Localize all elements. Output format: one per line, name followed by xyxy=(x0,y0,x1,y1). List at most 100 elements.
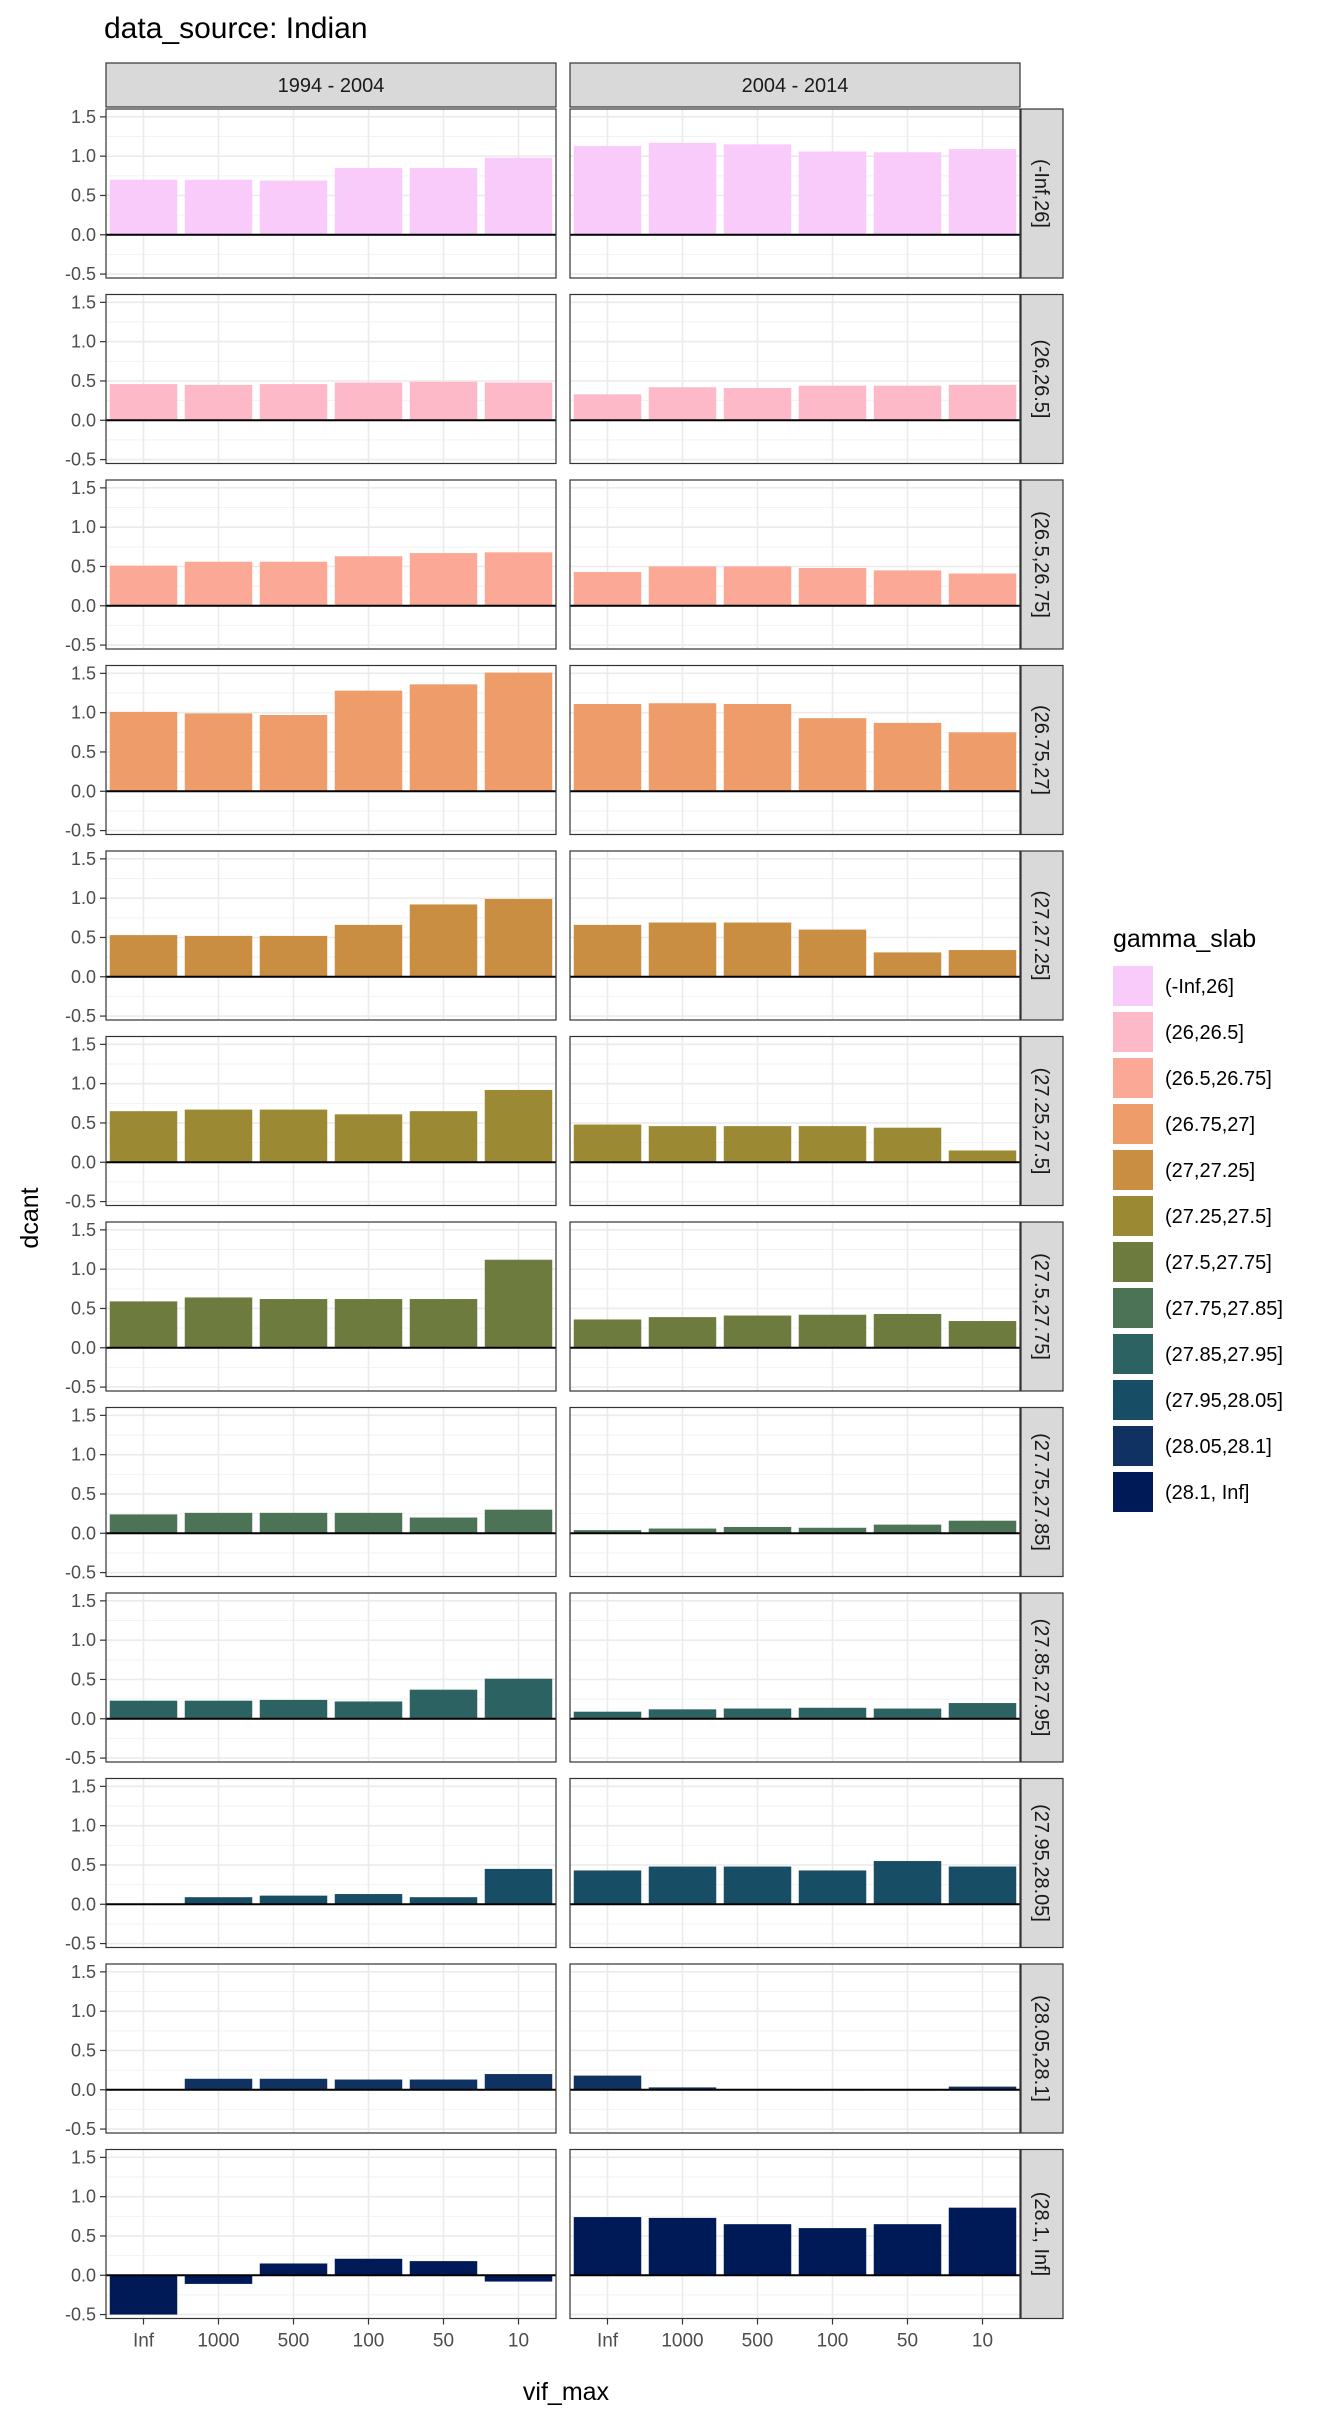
y-tick-label: 1.5 xyxy=(71,1405,96,1425)
panel-border xyxy=(569,1963,1021,2134)
y-tick-label: 0.0 xyxy=(71,967,96,987)
bar-100-r10-c1 xyxy=(334,1894,403,1905)
y-tick-label: 0.0 xyxy=(71,781,96,801)
bar-100-r10-c2 xyxy=(798,1870,867,1905)
bar-100-r8-c1 xyxy=(334,1512,403,1534)
facet-strip-right-11 xyxy=(1020,1963,1064,2134)
panel-background xyxy=(106,480,556,649)
panel-border xyxy=(105,1406,557,1578)
bar-500-r1-c1 xyxy=(259,180,328,235)
panel-background xyxy=(570,1964,1020,2133)
bar-500-r10-c1 xyxy=(259,1895,328,1905)
panel-r12-c2 xyxy=(569,2148,1021,2320)
y-tick-label: 1.5 xyxy=(71,107,96,127)
panel-border xyxy=(569,850,1021,1021)
bar-500-r4-c2 xyxy=(723,704,792,792)
y-tick-label: 0.5 xyxy=(71,185,96,205)
panel-border xyxy=(105,664,557,836)
bar-1000-r4-c2 xyxy=(648,703,717,792)
bar-100-r8-c2 xyxy=(798,1527,867,1534)
bar-500-r7-c2 xyxy=(723,1315,792,1348)
bar-100-r12-c1 xyxy=(334,2258,403,2276)
bar-inf-r3-c1 xyxy=(109,565,178,606)
facet-strip-right-7 xyxy=(1020,1221,1064,1392)
bar-50-r12-c1 xyxy=(409,2261,478,2276)
panel-background xyxy=(106,1407,556,1577)
bar-100-r5-c2 xyxy=(798,929,867,977)
legend-label-2: (26,26.5] xyxy=(1165,1022,1244,1044)
panel-background xyxy=(570,851,1020,1020)
bar-100-r2-c1 xyxy=(334,382,403,421)
panel-r6-c1 xyxy=(105,1035,557,1207)
panel-background xyxy=(570,109,1020,278)
panel-border xyxy=(105,1221,557,1392)
panel-border xyxy=(105,1035,557,1207)
facet-strip-label-right-12: (28.1, Inf] xyxy=(1030,2192,1052,2277)
bar-10-r9-c2 xyxy=(948,1703,1017,1719)
bar-100-r7-c2 xyxy=(798,1314,867,1348)
legend-label-7: (27.5,27.75] xyxy=(1165,1252,1272,1274)
y-tick-label: -0.5 xyxy=(65,450,96,470)
panel-border xyxy=(105,1777,557,1949)
panel-r11-c2 xyxy=(569,1963,1021,2134)
legend-key-10 xyxy=(1113,1380,1153,1420)
legend-key-1 xyxy=(1113,966,1153,1006)
bar-1000-r9-c2 xyxy=(648,1709,717,1719)
y-tick-label: 1.5 xyxy=(71,1034,96,1054)
bar-10-r3-c1 xyxy=(484,552,553,606)
bar-1000-r2-c2 xyxy=(648,387,717,421)
bar-50-r5-c2 xyxy=(873,952,942,977)
y-tick-label: 0.0 xyxy=(71,2080,96,2100)
legend-key-8 xyxy=(1113,1288,1153,1328)
bar-500-r2-c1 xyxy=(259,384,328,421)
y-tick-label: 0.5 xyxy=(71,1113,96,1133)
legend-key-11 xyxy=(1113,1426,1153,1466)
legend-label-6: (27.25,27.5] xyxy=(1165,1206,1272,1228)
bar-100-r6-c2 xyxy=(798,1126,867,1163)
bar-1000-r6-c2 xyxy=(648,1126,717,1163)
bar-500-r5-c2 xyxy=(723,922,792,977)
y-tick-label: 1.0 xyxy=(71,2001,96,2021)
panel-border xyxy=(569,1221,1021,1392)
bar-inf-r9-c2 xyxy=(573,1711,642,1719)
chart-title: data_source: Indian xyxy=(104,12,368,45)
legend-label-1: (-Inf,26] xyxy=(1165,976,1234,998)
bar-100-r9-c1 xyxy=(334,1701,403,1719)
y-tick-label: -0.5 xyxy=(65,1934,96,1954)
bar-1000-r10-c1 xyxy=(184,1897,253,1905)
y-tick-label: 0.0 xyxy=(71,410,96,430)
y-tick-label: -0.5 xyxy=(65,635,96,655)
bar-10-r1-c1 xyxy=(484,157,553,235)
bar-10-r2-c1 xyxy=(484,382,553,421)
bar-10-r9-c1 xyxy=(484,1678,553,1719)
facet-strip-label-right-3: (26.5,26.75] xyxy=(1030,511,1052,618)
bar-10-r7-c1 xyxy=(484,1259,553,1348)
facet-strip-label-right-7: (27.5,27.75] xyxy=(1030,1253,1052,1360)
panel-r9-c1 xyxy=(105,1592,557,1763)
bar-1000-r7-c1 xyxy=(184,1297,253,1348)
y-tick-label: 0.0 xyxy=(71,596,96,616)
panel-background xyxy=(106,1964,556,2133)
bar-100-r9-c2 xyxy=(798,1707,867,1719)
panel-r3-c2 xyxy=(569,479,1021,650)
facet-strip-right-8 xyxy=(1020,1406,1064,1578)
legend-key-2 xyxy=(1113,1012,1153,1052)
panel-border xyxy=(105,2148,557,2320)
panel-background xyxy=(570,1407,1020,1577)
facet-strip-right-5 xyxy=(1020,850,1064,1021)
bar-50-r11-c1 xyxy=(409,2079,478,2090)
y-tick-label: 1.0 xyxy=(71,332,96,352)
y-tick-label: 1.5 xyxy=(71,292,96,312)
panel-r5-c2 xyxy=(569,850,1021,1021)
y-tick-label: 1.0 xyxy=(71,2187,96,2207)
bar-1000-r11-c1 xyxy=(184,2078,253,2090)
legend-key-12 xyxy=(1113,1472,1153,1512)
bar-100-r12-c2 xyxy=(798,2228,867,2276)
panel-r3-c1 xyxy=(105,479,557,650)
panel-background xyxy=(570,480,1020,649)
y-tick-label: 0.5 xyxy=(71,2040,96,2060)
legend-key-4 xyxy=(1113,1104,1153,1144)
y-tick-label: 0.0 xyxy=(71,1338,96,1358)
bar-100-r11-c1 xyxy=(334,2079,403,2090)
y-tick-label: 1.0 xyxy=(71,1630,96,1650)
